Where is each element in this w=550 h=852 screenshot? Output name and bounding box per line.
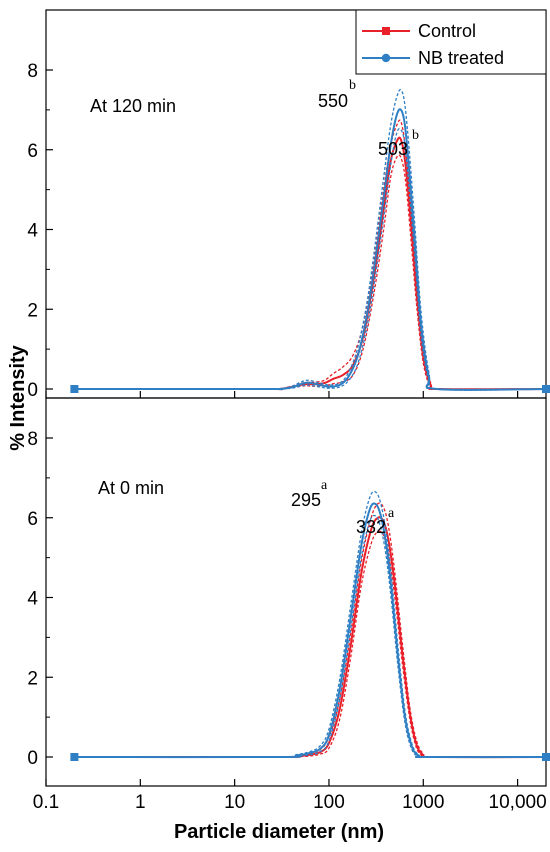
top-control-upper-band [74, 119, 547, 391]
top-endpoint-marker-right [542, 385, 550, 393]
top-y-tick-label-6: 6 [27, 141, 38, 162]
bottom-control-line [74, 516, 547, 759]
peak-label-332: 332 [356, 517, 386, 537]
x-tick-label-100: 100 [313, 792, 345, 813]
bottom-panel-frame [45, 397, 547, 787]
peak-label-295: 295 [291, 490, 321, 510]
top-endpoint-marker-left [70, 385, 79, 393]
bottom-nb-treated-upper-band [74, 490, 547, 758]
axis-layer: 0 2 4 6 8 0 2 4 6 8 0.1 1 10 100 1000 10,000 [27, 61, 546, 813]
bottom-y-tick-label-0: 0 [27, 748, 38, 769]
legend-box [355, 9, 547, 75]
top-control-line [74, 136, 547, 391]
peak-label-332-sup: a [388, 506, 395, 521]
peak-label-503-sup: b [412, 128, 419, 143]
x-axis-title: Particle diameter (nm) [174, 821, 384, 843]
legend: Control NB treated [355, 9, 547, 75]
panel-label-120min: At 120 min [90, 96, 176, 116]
x-tick-label-0.1: 0.1 [33, 792, 59, 813]
y-axis-title: % Intensity [7, 344, 29, 450]
top-y-tick-label-0: 0 [27, 380, 38, 401]
bottom-y-tick-label-2: 2 [27, 668, 38, 689]
plot-layer [70, 89, 550, 761]
bottom-y-tick-label-4: 4 [27, 589, 38, 610]
top-y-tick-label-2: 2 [27, 300, 38, 321]
top-nb-treated-lower-band [74, 127, 547, 391]
top-nb-treated-line [74, 108, 547, 391]
x-tick-label-10: 10 [224, 792, 245, 813]
peak-label-550-sup: b [349, 78, 356, 93]
legend-control-marker [382, 27, 390, 35]
bottom-control-upper-band [74, 502, 547, 758]
bottom-nb-treated-lower-band [74, 514, 547, 758]
bottom-endpoint-marker-left [70, 753, 79, 761]
legend-control-label: Control [418, 21, 476, 41]
panel-label-0min: At 0 min [98, 478, 164, 498]
peak-label-503: 503 [378, 139, 408, 159]
x-tick-label-10,000: 10,000 [489, 792, 547, 813]
bottom-y-tick-label-6: 6 [27, 509, 38, 530]
top-control-lower-band [74, 154, 547, 391]
x-tick-label-1000: 1000 [402, 792, 444, 813]
peak-label-550: 550 [318, 91, 348, 111]
top-y-tick-label-8: 8 [27, 61, 38, 82]
bottom-control-lower-band [74, 530, 547, 758]
top-y-tick-label-4: 4 [27, 221, 38, 242]
peak-label-295-sup: a [321, 478, 328, 493]
bottom-y-tick-label-8: 8 [27, 429, 38, 450]
legend-nb-marker [381, 53, 391, 63]
x-tick-label-1: 1 [135, 792, 146, 813]
bottom-endpoint-marker-right [542, 753, 550, 761]
top-nb-treated-upper-band [74, 89, 547, 391]
bottom-nb-treated-line [74, 502, 547, 759]
legend-nb-label: NB treated [418, 48, 504, 68]
